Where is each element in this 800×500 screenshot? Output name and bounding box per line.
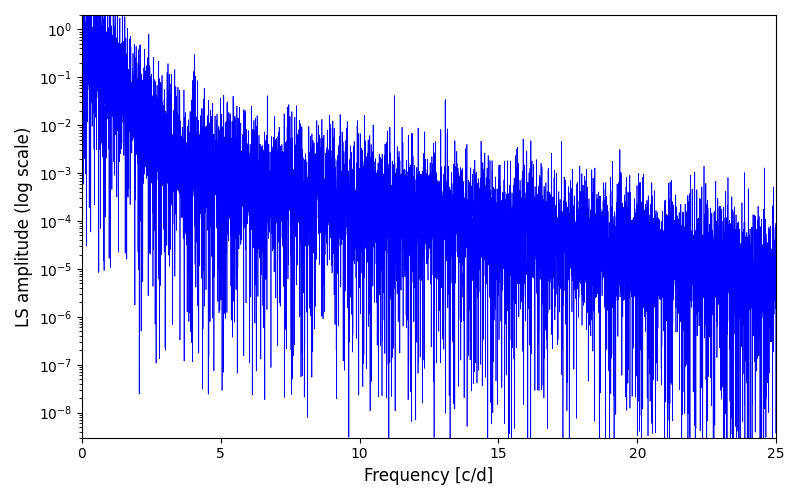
Y-axis label: LS amplitude (log scale): LS amplitude (log scale) — [15, 126, 33, 326]
X-axis label: Frequency [c/d]: Frequency [c/d] — [364, 467, 494, 485]
